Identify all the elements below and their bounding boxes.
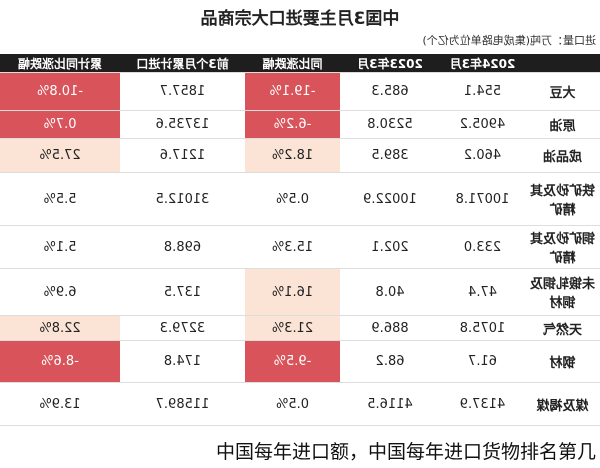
table-row: 钢材 61.7 68.2 -9.5% 174.8 -8.6% <box>0 340 600 383</box>
caption: 中国每年进口额，中国每年进口货物排名第几 <box>0 437 600 464</box>
value-cell: 3279.3 <box>120 315 245 341</box>
commodity-cell: 大豆 <box>525 72 600 111</box>
table-row: 天然气 1075.8 886.9 21.3% 3279.3 22.8% <box>0 315 600 341</box>
value-cell: 10071.8 <box>440 172 525 226</box>
commodity-cell: 成品油 <box>525 138 600 173</box>
value-cell: -19.1% <box>245 72 340 111</box>
value-cell: 5.5% <box>0 172 120 226</box>
commodity-cell: 铜矿砂及其精矿 <box>525 225 600 269</box>
header-cell: 累计同比涨跌幅 <box>0 54 120 73</box>
commodity-cell: 铁矿砂及其精矿 <box>525 172 600 226</box>
value-cell: 13735.6 <box>120 110 245 139</box>
title: 中国3月主要进口大宗商品 <box>200 9 400 29</box>
commodity-cell: 钢材 <box>525 340 600 383</box>
value-cell: 554.1 <box>440 72 525 111</box>
header-cell: 2024年3月 <box>440 54 525 73</box>
header-cell: 同比涨跌幅 <box>245 54 340 73</box>
value-cell: 6.9% <box>0 268 120 316</box>
value-cell: 27.5% <box>0 138 120 173</box>
value-cell: 47.4 <box>440 268 525 316</box>
value-cell: 31012.5 <box>120 172 245 226</box>
value-cell: 4137.9 <box>440 382 525 426</box>
value-cell: -10.8% <box>0 72 120 111</box>
value-cell: 0.5% <box>245 172 340 226</box>
header-cell <box>525 54 600 73</box>
value-cell: 15.3% <box>245 225 340 269</box>
subtitle: 进口量：万吨(集成电路单位为亿个) <box>422 34 596 47</box>
value-cell: 202.1 <box>340 225 440 269</box>
value-cell: -6.2% <box>245 110 340 139</box>
value-cell: 11589.7 <box>120 382 245 426</box>
value-cell: 5230.8 <box>340 110 440 139</box>
header-row: 2024年3月 2023年3月 同比涨跌幅 前3个月累计进口 累计同比涨跌幅 <box>0 54 600 73</box>
table-row: 原油 4905.2 5230.8 -6.2% 13735.6 0.7% <box>0 110 600 139</box>
value-cell: 13.9% <box>0 382 120 426</box>
value-cell: 4116.5 <box>340 382 440 426</box>
value-cell: 16.1% <box>245 268 340 316</box>
value-cell: -9.5% <box>245 340 340 383</box>
header-cell: 前3个月累计进口 <box>120 54 245 73</box>
table: 2024年3月 2023年3月 同比涨跌幅 前3个月累计进口 累计同比涨跌幅 大豆 554… <box>0 54 600 426</box>
value-cell: 886.9 <box>340 315 440 341</box>
value-cell: 21.3% <box>245 315 340 341</box>
value-cell: 233.0 <box>440 225 525 269</box>
value-cell: 0.5% <box>245 382 340 426</box>
value-cell: 5.1% <box>0 225 120 269</box>
commodity-cell: 未锻轧铜及铜材 <box>525 268 600 316</box>
table-row: 铜矿砂及其精矿 233.0 202.1 15.3% 698.8 5.1% <box>0 225 600 269</box>
value-cell: 4905.2 <box>440 110 525 139</box>
value-cell: 18.2% <box>245 138 340 173</box>
value-cell: 1857.7 <box>120 72 245 111</box>
table-row: 成品油 460.2 389.5 18.2% 1217.6 27.5% <box>0 138 600 173</box>
value-cell: 698.8 <box>120 225 245 269</box>
value-cell: 40.8 <box>340 268 440 316</box>
value-cell: 685.3 <box>340 72 440 111</box>
value-cell: 10022.9 <box>340 172 440 226</box>
commodity-cell: 煤及褐煤 <box>525 382 600 426</box>
commodity-cell: 原油 <box>525 110 600 139</box>
value-cell: 460.2 <box>440 138 525 173</box>
value-cell: 1075.8 <box>440 315 525 341</box>
header-cell: 2023年3月 <box>340 54 440 73</box>
value-cell: -8.6% <box>0 340 120 383</box>
commodity-cell: 天然气 <box>525 315 600 341</box>
value-cell: 68.2 <box>340 340 440 383</box>
table-row: 铁矿砂及其精矿 10071.8 10022.9 0.5% 31012.5 5.5% <box>0 172 600 226</box>
value-cell: 61.7 <box>440 340 525 383</box>
table-row: 大豆 554.1 685.3 -19.1% 1857.7 -10.8% <box>0 72 600 111</box>
value-cell: 174.8 <box>120 340 245 383</box>
table-row: 未锻轧铜及铜材 47.4 40.8 16.1% 137.5 6.9% <box>0 268 600 316</box>
value-cell: 0.7% <box>0 110 120 139</box>
value-cell: 22.8% <box>0 315 120 341</box>
value-cell: 1217.6 <box>120 138 245 173</box>
table-row: 煤及褐煤 4137.9 4116.5 0.5% 11589.7 13.9% <box>0 382 600 426</box>
value-cell: 137.5 <box>120 268 245 316</box>
value-cell: 389.5 <box>340 138 440 173</box>
